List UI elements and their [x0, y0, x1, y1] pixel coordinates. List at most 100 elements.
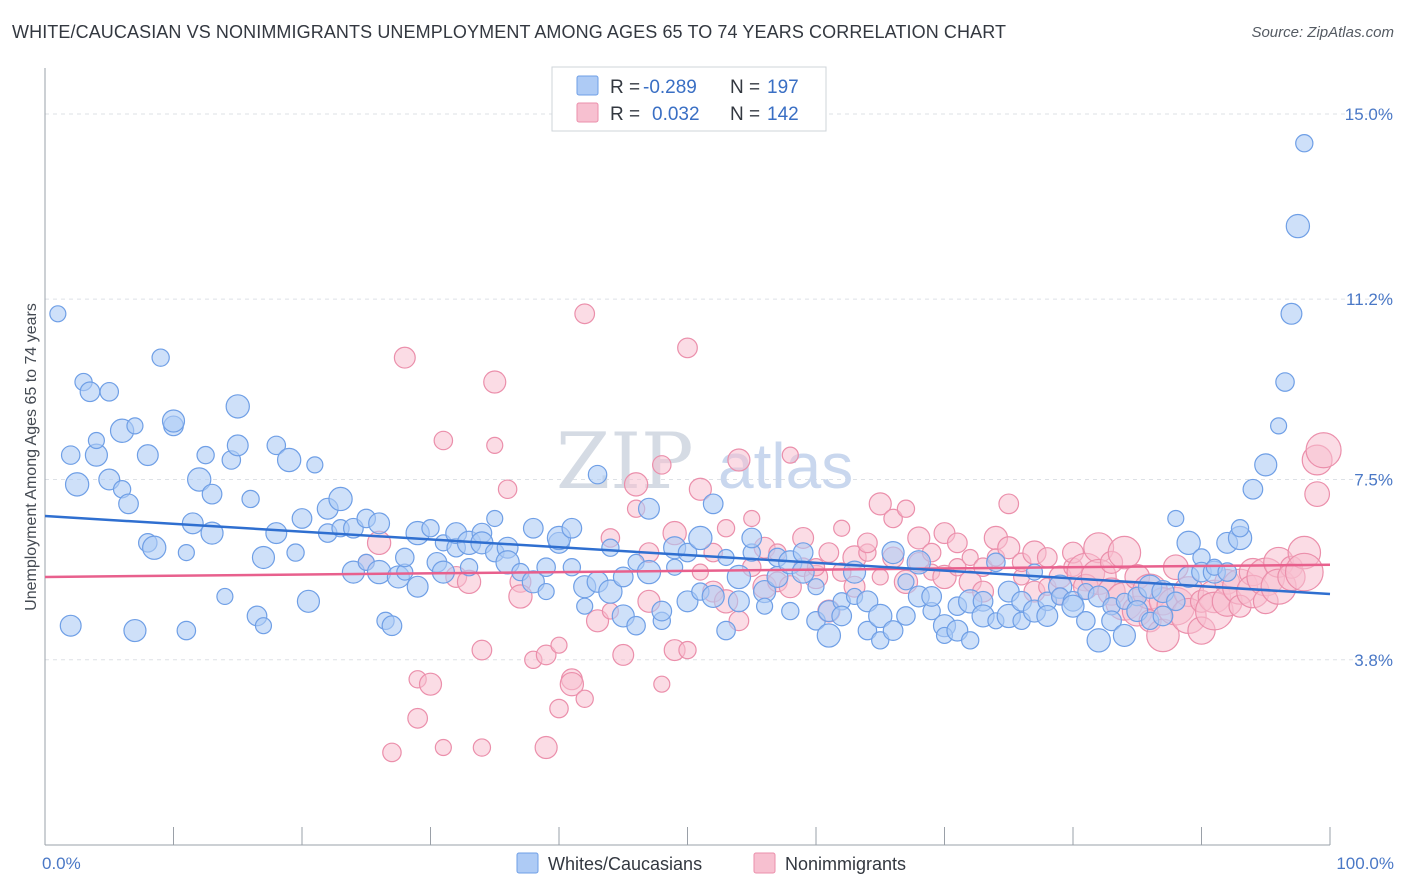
whites-point-28 — [216, 587, 234, 606]
nonimmigrants-point-107 — [1107, 535, 1142, 570]
whites-point-122 — [816, 623, 842, 648]
nonimmigrants-point-137 — [1304, 481, 1331, 508]
whites-point-84 — [576, 597, 594, 615]
trend-lines — [44, 514, 1331, 596]
nonimmigrants-point-56 — [781, 446, 799, 464]
whites-point-167 — [1112, 623, 1137, 648]
bottom-legend-label-nonimmigrants: Nonimmigrants — [785, 854, 906, 874]
legend-n-value-2: 142 — [767, 104, 799, 125]
y-tick-label-1: 7.5% — [1354, 470, 1393, 489]
whites-point-85 — [587, 464, 608, 485]
nonimmigrants-point-90 — [997, 536, 1021, 560]
whites-point-190 — [1275, 372, 1295, 392]
legend-r-label-1: R = — [610, 77, 640, 98]
nonimmigrants-point-6 — [418, 672, 443, 696]
nonimmigrants-point-96 — [1036, 547, 1058, 568]
whites-point-70 — [486, 509, 504, 528]
whites-point-57 — [394, 547, 415, 568]
whites-point-186 — [1230, 519, 1250, 538]
whites-point-2 — [59, 614, 82, 637]
whites-point-132 — [881, 540, 905, 565]
nonimmigrants-point-21 — [550, 636, 568, 654]
source-label: Source: ZipAtlas.com — [1251, 24, 1394, 41]
whites-point-98 — [666, 558, 684, 576]
whites-point-32 — [241, 489, 260, 509]
whites-point-129 — [868, 603, 893, 629]
whites-point-39 — [286, 543, 305, 562]
whites-point-131 — [882, 620, 904, 641]
axes — [44, 68, 1331, 846]
watermark-zip: ZIP — [556, 417, 694, 507]
nonimmigrants-point-63 — [833, 519, 851, 537]
chart-title: WHITE/CAUCASIAN VS NONIMMIGRANTS UNEMPLO… — [12, 22, 1007, 42]
nonimmigrants-point-14 — [486, 436, 504, 454]
whites-point-0 — [49, 305, 67, 323]
whites-point-96 — [651, 600, 673, 622]
nonimmigrants-point-11 — [472, 738, 492, 757]
whites-point-134 — [896, 606, 916, 626]
whites-point-87 — [598, 579, 623, 604]
nonimmigrants-point-74 — [896, 499, 916, 518]
nonimmigrants-point-61 — [818, 542, 840, 563]
whites-point-88 — [601, 538, 620, 557]
whites-point-45 — [328, 486, 353, 512]
whites-point-124 — [831, 605, 853, 627]
whites-point-1 — [60, 445, 81, 465]
nonimmigrants-point-1 — [382, 742, 402, 763]
whites-point-133 — [897, 573, 915, 591]
nonimmigrants-point-46 — [716, 519, 736, 538]
whites-point-162 — [1076, 611, 1096, 631]
whites-point-42 — [306, 456, 324, 474]
whites-point-12 — [118, 493, 139, 515]
legend-r-value-1: -0.289 — [643, 77, 697, 98]
nonimmigrants-point-82 — [946, 532, 968, 554]
nonimmigrants-point-40 — [677, 337, 698, 359]
whites-point-176 — [1166, 591, 1186, 612]
whites-point-183 — [1217, 562, 1237, 582]
y-axis-label: Unemployment Among Ages 65 to 74 years — [23, 303, 40, 611]
whites-point-36 — [266, 435, 287, 456]
whites-point-51 — [368, 512, 391, 535]
whites-point-119 — [807, 578, 825, 596]
whites-point-21 — [177, 543, 195, 562]
whites-point-30 — [226, 434, 249, 457]
whites-point-82 — [561, 517, 583, 539]
whites-point-22 — [176, 620, 197, 641]
whites-point-13 — [123, 618, 147, 643]
nonimmigrants-point-20 — [534, 735, 558, 760]
whites-point-67 — [459, 558, 479, 577]
whites-point-107 — [727, 590, 750, 613]
whites-point-24 — [186, 467, 212, 492]
whites-point-189 — [1269, 417, 1288, 435]
whites-point-7 — [87, 431, 106, 450]
nonimmigrants-point-70 — [871, 568, 889, 586]
y-tick-label-3: 15.0% — [1345, 105, 1393, 124]
nonimmigrants-point-41 — [688, 477, 712, 501]
whites-point-191 — [1280, 302, 1303, 325]
nonimmigrants-point-15 — [497, 479, 518, 500]
whites-point-192 — [1285, 213, 1311, 239]
nonimmigrants-point-19 — [535, 644, 557, 666]
nonimmigrants-point-71 — [883, 508, 903, 529]
whites-point-60 — [421, 519, 440, 538]
nonimmigrants-point-39 — [678, 640, 697, 660]
nonimmigrants-point-42 — [691, 563, 709, 581]
whites-point-3 — [64, 472, 90, 497]
whites-point-173 — [1152, 605, 1174, 627]
whites-point-117 — [792, 542, 814, 563]
legend-n-label-1: N = — [730, 77, 760, 98]
whites-point-175 — [1167, 509, 1185, 528]
nonimmigrants-point-76 — [907, 526, 931, 550]
whites-point-8 — [99, 381, 120, 402]
legend-n-label-2: N = — [730, 104, 760, 125]
whites-point-103 — [702, 493, 724, 515]
whites-point-138 — [921, 586, 943, 607]
whites-point-108 — [726, 564, 752, 590]
nonimmigrants-point-139 — [1305, 432, 1342, 469]
whites-point-92 — [626, 615, 646, 636]
whites-point-99 — [677, 542, 698, 563]
whites-point-31 — [225, 394, 250, 419]
y-tick-labels: 3.8% 7.5% 11.2% 15.0% — [1345, 105, 1393, 670]
nonimmigrants-point-136 — [1284, 552, 1324, 592]
